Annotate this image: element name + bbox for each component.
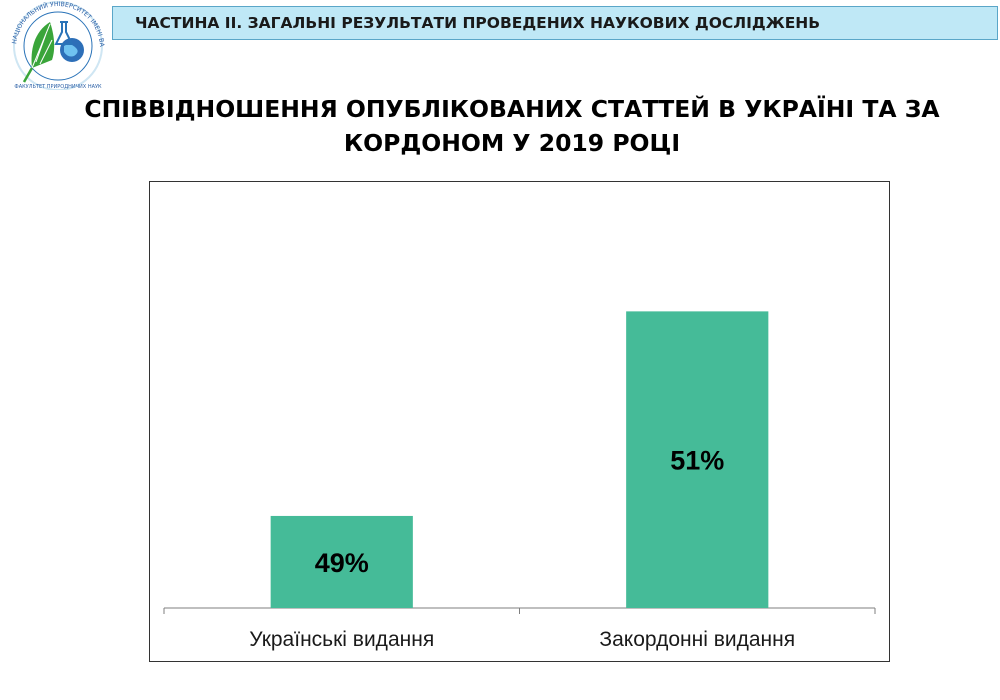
slide-title: СПІВВІДНОШЕННЯ ОПУБЛІКОВАНИХ СТАТТЕЙ В У… [40, 92, 984, 160]
bar-data-label: 51% [670, 446, 724, 476]
slide-title-line-2: КОРДОНОМ У 2019 РОЦІ [343, 129, 681, 157]
bar-data-label: 49% [315, 548, 369, 578]
bar-chart: 49% Українські видання 51% Закордонні видан… [163, 311, 876, 651]
x-tick-label: Українські видання [249, 628, 434, 651]
section-header-banner: ЧАСТИНА ІІ. ЗАГАЛЬНІ РЕЗУЛЬТАТИ ПРОВЕДЕН… [112, 6, 998, 40]
x-tick-label: Закордонні видання [599, 628, 795, 651]
logo-bottom-text: ФАКУЛЬТЕТ ПРИРОДНИЧИХ НАУК [14, 84, 102, 90]
chart-frame: 49% Українські видання 51% Закордонні видан… [149, 181, 890, 662]
bar-2 [626, 311, 769, 608]
section-header-title: ЧАСТИНА ІІ. ЗАГАЛЬНІ РЕЗУЛЬТАТИ ПРОВЕДЕН… [135, 14, 821, 32]
bar-1 [270, 515, 413, 608]
faculty-emblem-icon: ПРИКАРПАТСЬКИЙ НАЦІОНАЛЬНИЙ УНІВЕРСИТЕТ … [0, 0, 105, 91]
faculty-logo: ПРИКАРПАТСЬКИЙ НАЦІОНАЛЬНИЙ УНІВЕРСИТЕТ … [0, 0, 114, 91]
slide-title-line-1: СПІВВІДНОШЕННЯ ОПУБЛІКОВАНИХ СТАТТЕЙ В У… [84, 95, 940, 123]
